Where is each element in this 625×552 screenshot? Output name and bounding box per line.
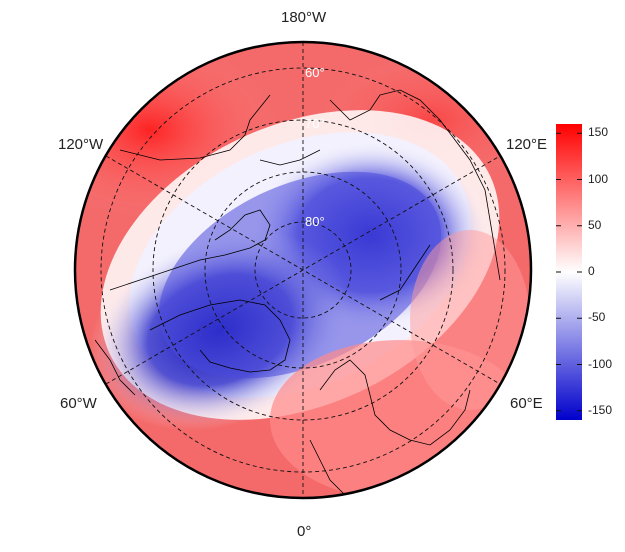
lon-label-120w: 120°W bbox=[58, 136, 104, 153]
lon-label-0: 0° bbox=[297, 523, 312, 540]
lon-label-180w: 180°W bbox=[281, 9, 327, 26]
colorbar-tick-label: -50 bbox=[588, 310, 606, 325]
lat-label-80: 80° bbox=[305, 214, 325, 229]
colorbar-tick-label: -100 bbox=[588, 356, 613, 371]
lon-label-60e: 60°E bbox=[510, 395, 543, 412]
colorbar-graphic bbox=[556, 124, 582, 420]
colorbar-tick-label: 50 bbox=[588, 217, 602, 232]
colorbar-tick-label: 100 bbox=[588, 171, 609, 186]
colorbar-tick-label: 0 bbox=[588, 264, 595, 278]
lon-label-60w: 60°W bbox=[60, 395, 97, 412]
field-shading bbox=[75, 42, 531, 498]
colorbar-tick-label: 150 bbox=[588, 125, 609, 140]
colorbar-ticks bbox=[556, 132, 582, 412]
lat-label-70: 70° bbox=[305, 116, 325, 131]
lat-label-60: 60° bbox=[305, 65, 325, 80]
graticule bbox=[100, 42, 506, 498]
lon-label-120e: 120°E bbox=[506, 136, 548, 153]
colorbar-tick-label: -150 bbox=[588, 402, 613, 417]
map-boundary bbox=[73, 40, 533, 500]
coastlines bbox=[94, 89, 501, 496]
